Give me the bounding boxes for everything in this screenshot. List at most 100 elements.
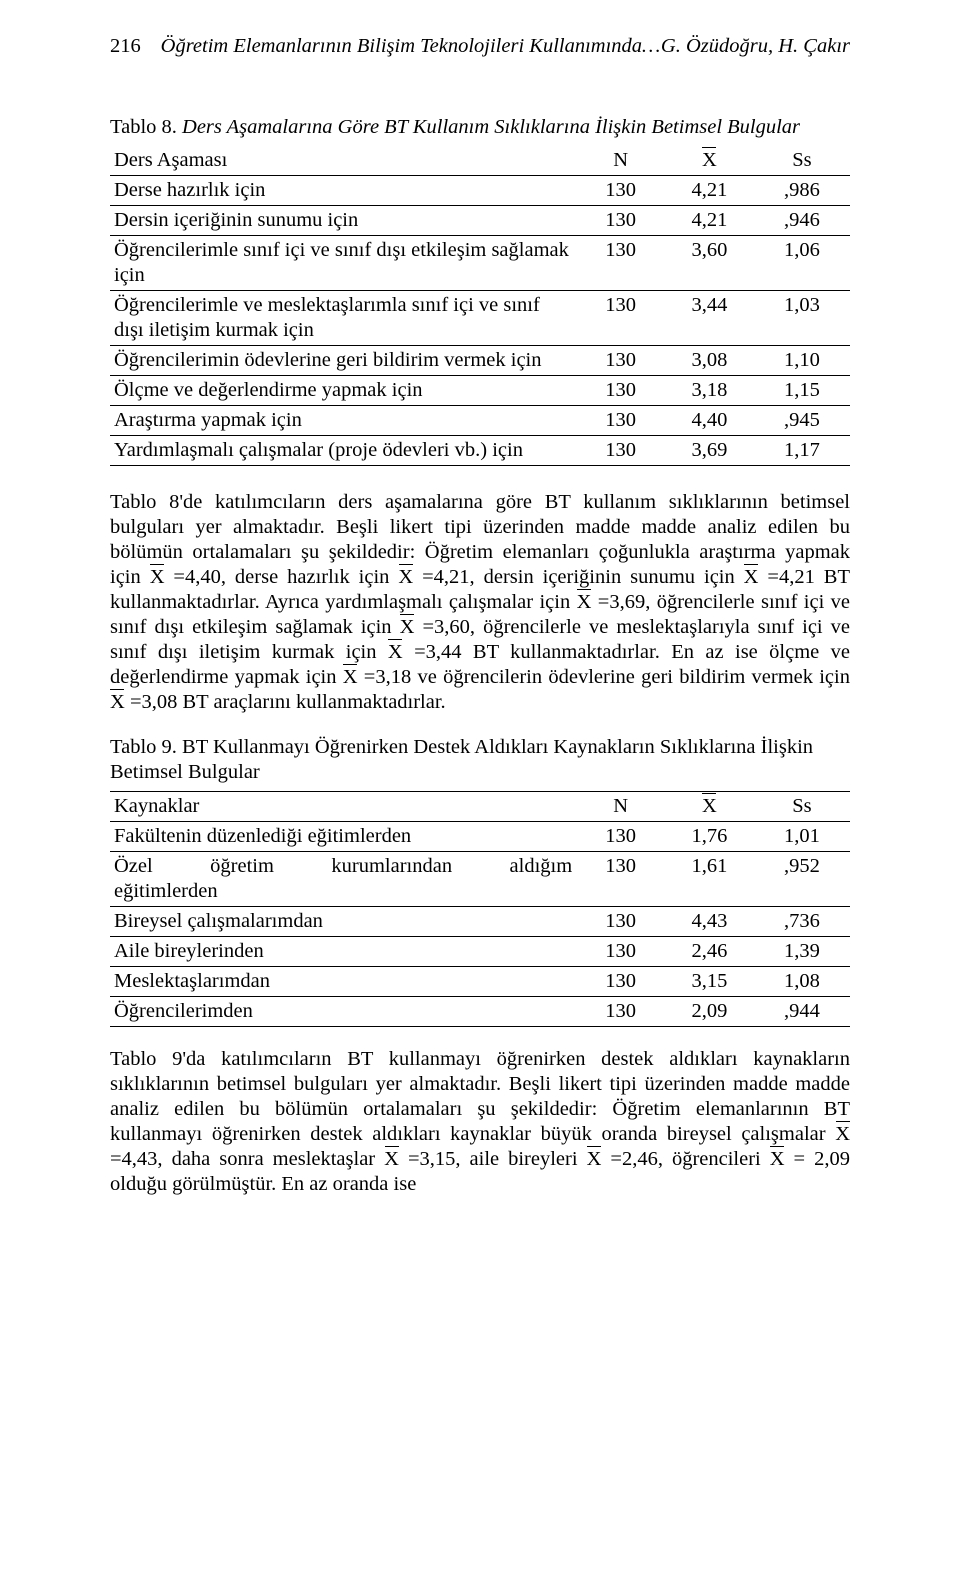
table-row: Özel öğretim kurumlarından aldığım eğiti… bbox=[110, 852, 850, 907]
row-ss: ,945 bbox=[754, 406, 850, 436]
para1-segment: =3,18 ve öğrencilerin ödevlerine geri bi… bbox=[358, 666, 850, 688]
table-row: Araştırma yapmak için 130 4,40 ,945 bbox=[110, 406, 850, 436]
para1-segment: =3,08 BT araçlarını kullanmaktadırlar. bbox=[125, 691, 446, 713]
row-label: Öğrencilerimden bbox=[110, 997, 576, 1027]
row-x: 4,40 bbox=[665, 406, 754, 436]
row-x: 3,44 bbox=[665, 291, 754, 346]
row-label: Derse hazırlık için bbox=[110, 176, 576, 206]
table9-header-row: Kaynaklar N X Ss bbox=[110, 792, 850, 822]
table-row: Dersin içeriğinin sunumu için 130 4,21 ,… bbox=[110, 206, 850, 236]
xbar-icon: X bbox=[400, 615, 415, 640]
xbar-icon: X bbox=[388, 640, 403, 665]
xbar-icon: X bbox=[150, 565, 165, 590]
para2-segment: =4,43, daha sonra meslektaşlar bbox=[110, 1148, 384, 1170]
table8-col-ss: Ss bbox=[754, 146, 850, 176]
table-row: Derse hazırlık için 130 4,21 ,986 bbox=[110, 176, 850, 206]
row-label: Meslektaşlarımdan bbox=[110, 967, 576, 997]
row-x: 1,61 bbox=[665, 852, 754, 907]
row-n: 130 bbox=[576, 291, 665, 346]
table9-col-n: N bbox=[576, 792, 665, 822]
row-n: 130 bbox=[576, 937, 665, 967]
table8-caption-text: Ders Aşamalarına Göre BT Kullanım Sıklık… bbox=[182, 116, 800, 138]
table9: Kaynaklar N X Ss Fakültenin düzenlediği … bbox=[110, 791, 850, 1027]
xbar-icon: X bbox=[110, 690, 125, 715]
table-row: Fakültenin düzenlediği eğitimlerden 130 … bbox=[110, 822, 850, 852]
para2-segment: =3,15, aile bireyleri bbox=[399, 1148, 587, 1170]
row-x: 3,08 bbox=[665, 346, 754, 376]
row-ss: ,736 bbox=[754, 907, 850, 937]
table-row: Aile bireylerinden 130 2,46 1,39 bbox=[110, 937, 850, 967]
row-n: 130 bbox=[576, 822, 665, 852]
row-label: Ölçme ve değerlendirme yapmak için bbox=[110, 376, 576, 406]
row-n: 130 bbox=[576, 376, 665, 406]
row-x: 3,15 bbox=[665, 967, 754, 997]
row-x: 3,60 bbox=[665, 236, 754, 291]
para1-segment: =4,21, dersin içeriğinin sunumu için bbox=[413, 566, 744, 588]
table9-col-ss: Ss bbox=[754, 792, 850, 822]
table-row: Öğrencilerimin ödevlerine geri bildirim … bbox=[110, 346, 850, 376]
table-row: Öğrencilerimle ve meslektaşlarımla sınıf… bbox=[110, 291, 850, 346]
xbar-icon: X bbox=[343, 665, 358, 690]
row-ss: ,986 bbox=[754, 176, 850, 206]
row-ss: ,952 bbox=[754, 852, 850, 907]
row-n: 130 bbox=[576, 997, 665, 1027]
row-n: 130 bbox=[576, 436, 665, 466]
xbar-icon: X bbox=[577, 590, 592, 615]
row-n: 130 bbox=[576, 176, 665, 206]
table-row: Bireysel çalışmalarımdan 130 4,43 ,736 bbox=[110, 907, 850, 937]
table9-col-label: Kaynaklar bbox=[110, 792, 576, 822]
row-n: 130 bbox=[576, 967, 665, 997]
row-x: 3,18 bbox=[665, 376, 754, 406]
row-x: 4,21 bbox=[665, 176, 754, 206]
xbar-icon: X bbox=[835, 1122, 850, 1147]
para2-segment: Tablo 9'da katılımcıların BT kullanmayı … bbox=[110, 1048, 850, 1145]
row-ss: 1,39 bbox=[754, 937, 850, 967]
row-label: Dersin içeriğinin sunumu için bbox=[110, 206, 576, 236]
paragraph-after-table8: Tablo 8'de katılımcıların ders aşamaları… bbox=[110, 490, 850, 715]
xbar-icon: X bbox=[702, 148, 717, 173]
row-label: Öğrencilerimle ve meslektaşlarımla sınıf… bbox=[110, 291, 576, 346]
row-label: Bireysel çalışmalarımdan bbox=[110, 907, 576, 937]
row-label-part: aldığım bbox=[510, 854, 573, 879]
row-n: 130 bbox=[576, 907, 665, 937]
table8-col-label: Ders Aşaması bbox=[110, 146, 576, 176]
row-ss: 1,01 bbox=[754, 822, 850, 852]
running-title: Öğretim Elemanlarının Bilişim Teknolojil… bbox=[160, 34, 661, 59]
table-row: Ölçme ve değerlendirme yapmak için 130 3… bbox=[110, 376, 850, 406]
table8-caption: Tablo 8. Ders Aşamalarına Göre BT Kullan… bbox=[110, 115, 850, 140]
row-x: 2,46 bbox=[665, 937, 754, 967]
row-label: Öğrencilerimin ödevlerine geri bildirim … bbox=[110, 346, 576, 376]
xbar-icon: X bbox=[744, 565, 759, 590]
row-label: Yardımlaşmalı çalışmalar (proje ödevleri… bbox=[110, 436, 576, 466]
row-n: 130 bbox=[576, 206, 665, 236]
page-number: 216 bbox=[110, 34, 160, 59]
para2-segment: =2,46, öğrencileri bbox=[601, 1148, 769, 1170]
row-label: Araştırma yapmak için bbox=[110, 406, 576, 436]
row-x: 3,69 bbox=[665, 436, 754, 466]
row-ss: ,946 bbox=[754, 206, 850, 236]
table9-caption-label: Tablo 9. bbox=[110, 736, 177, 758]
xbar-icon: X bbox=[398, 565, 413, 590]
running-header: 216 Öğretim Elemanlarının Bilişim Teknol… bbox=[110, 34, 850, 63]
row-ss: ,944 bbox=[754, 997, 850, 1027]
row-ss: 1,15 bbox=[754, 376, 850, 406]
row-n: 130 bbox=[576, 852, 665, 907]
row-x: 4,43 bbox=[665, 907, 754, 937]
xbar-icon: X bbox=[587, 1147, 602, 1172]
row-label-part: Özel bbox=[114, 854, 153, 879]
row-ss: 1,08 bbox=[754, 967, 850, 997]
row-x: 2,09 bbox=[665, 997, 754, 1027]
table9-caption-text: BT Kullanmayı Öğrenirken Destek Aldıklar… bbox=[110, 736, 813, 783]
row-label-part: öğretim bbox=[210, 854, 274, 879]
table8: Ders Aşaması N X Ss Derse hazırlık için … bbox=[110, 146, 850, 466]
table-row: Öğrencilerimle sınıf içi ve sınıf dışı e… bbox=[110, 236, 850, 291]
row-ss: 1,10 bbox=[754, 346, 850, 376]
row-label-part: kurumlarından bbox=[331, 854, 452, 879]
table-row: Meslektaşlarımdan 130 3,15 1,08 bbox=[110, 967, 850, 997]
page: 216 Öğretim Elemanlarının Bilişim Teknol… bbox=[0, 0, 960, 1595]
row-label: Aile bireylerinden bbox=[110, 937, 576, 967]
para1-segment: =4,40, derse hazırlık için bbox=[165, 566, 399, 588]
table-row: Yardımlaşmalı çalışmalar (proje ödevleri… bbox=[110, 436, 850, 466]
row-label: Fakültenin düzenlediği eğitimlerden bbox=[110, 822, 576, 852]
table9-caption: Tablo 9. BT Kullanmayı Öğrenirken Destek… bbox=[110, 735, 850, 785]
